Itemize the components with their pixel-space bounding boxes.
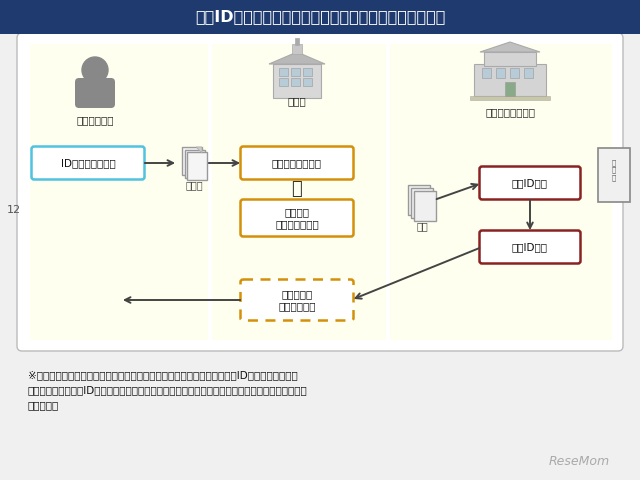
Bar bbox=[470, 96, 550, 100]
Text: 共通ID通知: 共通ID通知 bbox=[512, 242, 548, 252]
Text: 高校等在学者: 高校等在学者 bbox=[76, 115, 114, 125]
Bar bbox=[295, 38, 299, 45]
Text: ReseMom: ReseMom bbox=[549, 455, 610, 468]
Text: ※　具体的な手順等については、今後、大学入試センターにおいて「共通ID発行申込案内（仮
　称）」及び「共通ID発行取りまとめ要領（仮称）」等の手引き等を作成し、: ※ 具体的な手順等については、今後、大学入試センターにおいて「共通ID発行申込案… bbox=[28, 370, 308, 410]
Text: 共通ID発行: 共通ID発行 bbox=[512, 178, 548, 188]
Bar bbox=[291, 68, 300, 76]
Text: 大学入試センター: 大学入試センター bbox=[485, 107, 535, 117]
Bar bbox=[279, 78, 288, 86]
FancyBboxPatch shape bbox=[184, 149, 205, 178]
Bar bbox=[484, 52, 536, 66]
Bar bbox=[279, 68, 288, 76]
Bar bbox=[482, 68, 491, 78]
FancyBboxPatch shape bbox=[187, 152, 207, 180]
Polygon shape bbox=[480, 42, 540, 52]
Polygon shape bbox=[269, 52, 325, 64]
FancyBboxPatch shape bbox=[479, 167, 580, 200]
Text: ID発行申込書記入: ID発行申込書記入 bbox=[61, 158, 115, 168]
FancyBboxPatch shape bbox=[212, 44, 386, 340]
Circle shape bbox=[82, 57, 108, 83]
Polygon shape bbox=[196, 147, 202, 153]
FancyBboxPatch shape bbox=[31, 146, 145, 180]
Text: 申込書: 申込書 bbox=[185, 180, 203, 190]
Bar bbox=[292, 44, 302, 54]
FancyBboxPatch shape bbox=[408, 185, 430, 215]
Bar bbox=[303, 78, 312, 86]
Text: 12: 12 bbox=[7, 205, 21, 215]
Text: 学校経由で
申込者に配付: 学校経由で 申込者に配付 bbox=[278, 289, 316, 311]
Bar bbox=[273, 64, 321, 98]
Bar bbox=[303, 68, 312, 76]
Text: 添付書類
（在学証明書）: 添付書類 （在学証明書） bbox=[275, 207, 319, 229]
Bar bbox=[510, 68, 519, 78]
FancyBboxPatch shape bbox=[241, 200, 353, 237]
FancyBboxPatch shape bbox=[75, 78, 115, 108]
Text: 高校等: 高校等 bbox=[287, 96, 307, 106]
Bar bbox=[0, 0, 640, 34]
FancyBboxPatch shape bbox=[390, 44, 612, 340]
FancyBboxPatch shape bbox=[414, 191, 436, 221]
Text: ＋: ＋ bbox=[292, 180, 302, 198]
FancyBboxPatch shape bbox=[411, 188, 433, 218]
Text: 共通IDの申込み及び発行の方法（高校等在学者）（案）: 共通IDの申込み及び発行の方法（高校等在学者）（案） bbox=[195, 10, 445, 24]
FancyBboxPatch shape bbox=[17, 33, 623, 351]
Bar bbox=[524, 68, 533, 78]
FancyBboxPatch shape bbox=[182, 147, 202, 175]
FancyBboxPatch shape bbox=[479, 230, 580, 264]
Bar bbox=[291, 78, 300, 86]
Bar bbox=[496, 68, 505, 78]
Text: 鑑
定
書: 鑑 定 書 bbox=[612, 159, 616, 181]
FancyBboxPatch shape bbox=[241, 279, 353, 321]
Bar bbox=[474, 64, 546, 96]
FancyBboxPatch shape bbox=[241, 146, 353, 180]
Text: 申込: 申込 bbox=[416, 221, 428, 231]
FancyBboxPatch shape bbox=[598, 148, 630, 202]
Bar bbox=[505, 82, 515, 96]
Text: 申込み取りまとめ: 申込み取りまとめ bbox=[272, 158, 322, 168]
FancyBboxPatch shape bbox=[30, 44, 208, 340]
